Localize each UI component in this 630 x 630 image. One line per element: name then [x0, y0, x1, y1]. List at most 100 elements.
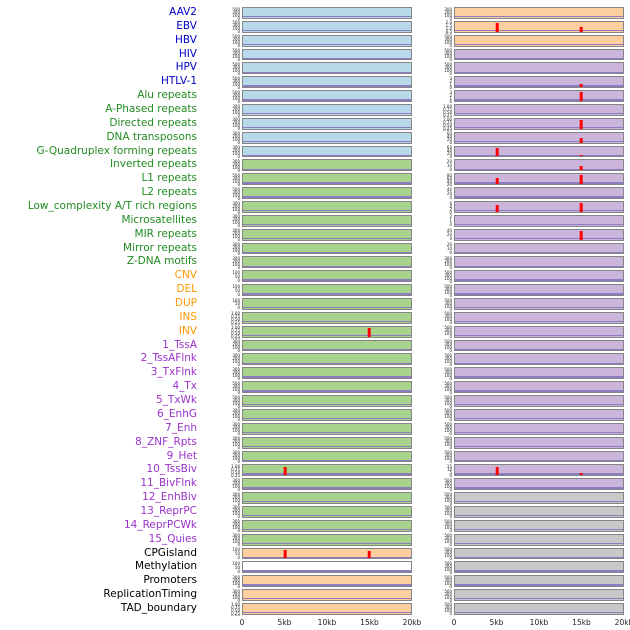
y-tick-label: 0	[449, 445, 452, 450]
y-tick-label: 0.75	[231, 328, 240, 334]
signal-peak-spike	[495, 178, 499, 185]
y-tick-label: 300	[232, 51, 240, 57]
y-tick-label: 500	[444, 325, 452, 331]
right-y-axis-ticks: 500 300 100 0	[412, 450, 454, 464]
y-tick-label: 0.25	[231, 472, 240, 478]
y-tick-label: 0	[237, 43, 240, 48]
y-tick-label: 1.00	[231, 311, 240, 317]
y-tick-label: 0	[237, 126, 240, 131]
right-signal-panel	[454, 7, 624, 19]
y-tick-label: 100	[232, 151, 240, 157]
y-tick-label: 300	[444, 591, 452, 597]
x-tick-label: 5kb	[277, 617, 292, 627]
left-y-axis-ticks: 100 50 0	[202, 269, 242, 283]
track-row: HIV 500 300 100 0 500 300 100 0	[0, 48, 630, 61]
right-signal-panel	[454, 325, 624, 338]
y-tick-label: 300	[232, 436, 240, 442]
y-tick-label: 300	[232, 574, 240, 580]
signal-baseline	[243, 251, 411, 253]
y-tick-label: 200	[232, 217, 240, 223]
y-tick-label: 15	[446, 463, 452, 469]
left-signal-panel	[242, 90, 412, 103]
track-label: INS	[179, 310, 197, 323]
y-tick-label: 0.75	[231, 605, 240, 611]
signal-peak-spike	[495, 22, 499, 32]
track-row: Methylation 100 50 0 500 300 100 0	[0, 560, 630, 574]
y-tick-label: 300	[232, 78, 240, 84]
y-tick-label: 300	[444, 383, 452, 389]
y-tick-label: 0	[449, 542, 452, 547]
y-tick-label: 0.25	[231, 334, 240, 339]
signal-baseline	[243, 29, 411, 32]
y-tick-label: 0	[449, 375, 452, 381]
signal-baseline	[455, 362, 623, 364]
y-tick-label: 0	[449, 154, 452, 159]
y-tick-label: 100	[232, 95, 240, 101]
track-label: 1_TssA	[162, 338, 197, 351]
track-label: ReplicationTiming	[103, 588, 197, 601]
y-tick-label: 300	[232, 533, 240, 539]
x-tick-label: 5kb	[489, 617, 504, 627]
signal-peak-spike	[579, 84, 583, 88]
y-tick-label: 0	[237, 389, 240, 395]
y-tick-label: 100	[444, 345, 452, 351]
left-signal-panel	[242, 395, 412, 407]
track-label: HPV	[175, 61, 197, 74]
right-y-axis-ticks: 500 300 100 0	[412, 283, 454, 297]
left-signal-panel	[242, 436, 412, 449]
right-signal-panel	[454, 450, 624, 463]
y-tick-label: 0.50	[231, 608, 240, 614]
track-label: 3_TxFlnk	[150, 366, 197, 379]
y-tick-label: 100	[232, 594, 240, 600]
y-tick-label: 1.5	[445, 23, 452, 29]
y-tick-label: 0	[449, 194, 452, 200]
signal-peak-spike	[579, 203, 583, 212]
left-y-axis-ticks: 300 200 100 0	[202, 491, 242, 505]
right-signal-panel	[454, 214, 624, 227]
left-y-axis-ticks: 300 200 100 0	[202, 450, 242, 464]
y-tick-label: 500	[232, 172, 240, 178]
y-tick-label: 300	[444, 605, 452, 611]
y-tick-label: 0	[237, 403, 240, 408]
track-row: 3_TxFlnk 300 200 100 0 500 300 100 0	[0, 366, 630, 380]
y-tick-label: 4	[449, 203, 452, 209]
y-tick-label: 0	[237, 445, 240, 450]
y-tick-label: 2.0	[445, 20, 452, 26]
y-tick-label: 100	[232, 81, 240, 87]
right-y-axis-ticks: 20 10 0	[412, 242, 454, 256]
y-tick-label: 100	[232, 483, 240, 489]
right-y-axis-ticks: 500 300 100 0	[412, 61, 454, 75]
y-tick-label: 500	[444, 491, 452, 497]
y-tick-label: 200	[232, 203, 240, 209]
left-signal-panel	[242, 76, 412, 89]
y-tick-label: 5	[449, 469, 452, 475]
signal-baseline	[455, 43, 623, 46]
track-label: Inverted repeats	[109, 158, 197, 171]
y-tick-label: 100	[444, 331, 452, 337]
right-signal-panel	[454, 492, 624, 504]
y-tick-label: 100	[232, 345, 240, 351]
track-row: 11_BivFlnk 300 200 100 0 500 300 100 0	[0, 477, 630, 491]
signal-baseline	[455, 279, 623, 281]
y-tick-label: 100	[232, 297, 240, 303]
y-tick-label: 200	[232, 355, 240, 361]
signal-baseline	[243, 154, 411, 156]
signal-peak-spike	[367, 551, 371, 559]
left-signal-panel	[242, 298, 412, 310]
y-tick-label: 100	[232, 234, 240, 240]
signal-baseline	[243, 168, 411, 170]
left-signal-panel	[242, 311, 412, 324]
right-y-axis-ticks: 500 300 100 0	[412, 602, 454, 616]
y-tick-label: 6	[449, 200, 452, 206]
y-tick-label: 1.0	[445, 26, 452, 32]
y-tick-label: 300	[444, 411, 452, 417]
signal-baseline	[243, 293, 411, 295]
x-tick-label: 15kb	[360, 617, 379, 627]
track-row: 15_Quies 300 200 100 0 500 300 100 0	[0, 533, 630, 547]
left-signal-panel	[242, 381, 412, 394]
y-tick-label: 100	[232, 456, 240, 461]
y-tick-label: 300	[232, 37, 240, 43]
y-tick-label: 500	[444, 547, 452, 553]
y-tick-label: 300	[232, 491, 240, 497]
